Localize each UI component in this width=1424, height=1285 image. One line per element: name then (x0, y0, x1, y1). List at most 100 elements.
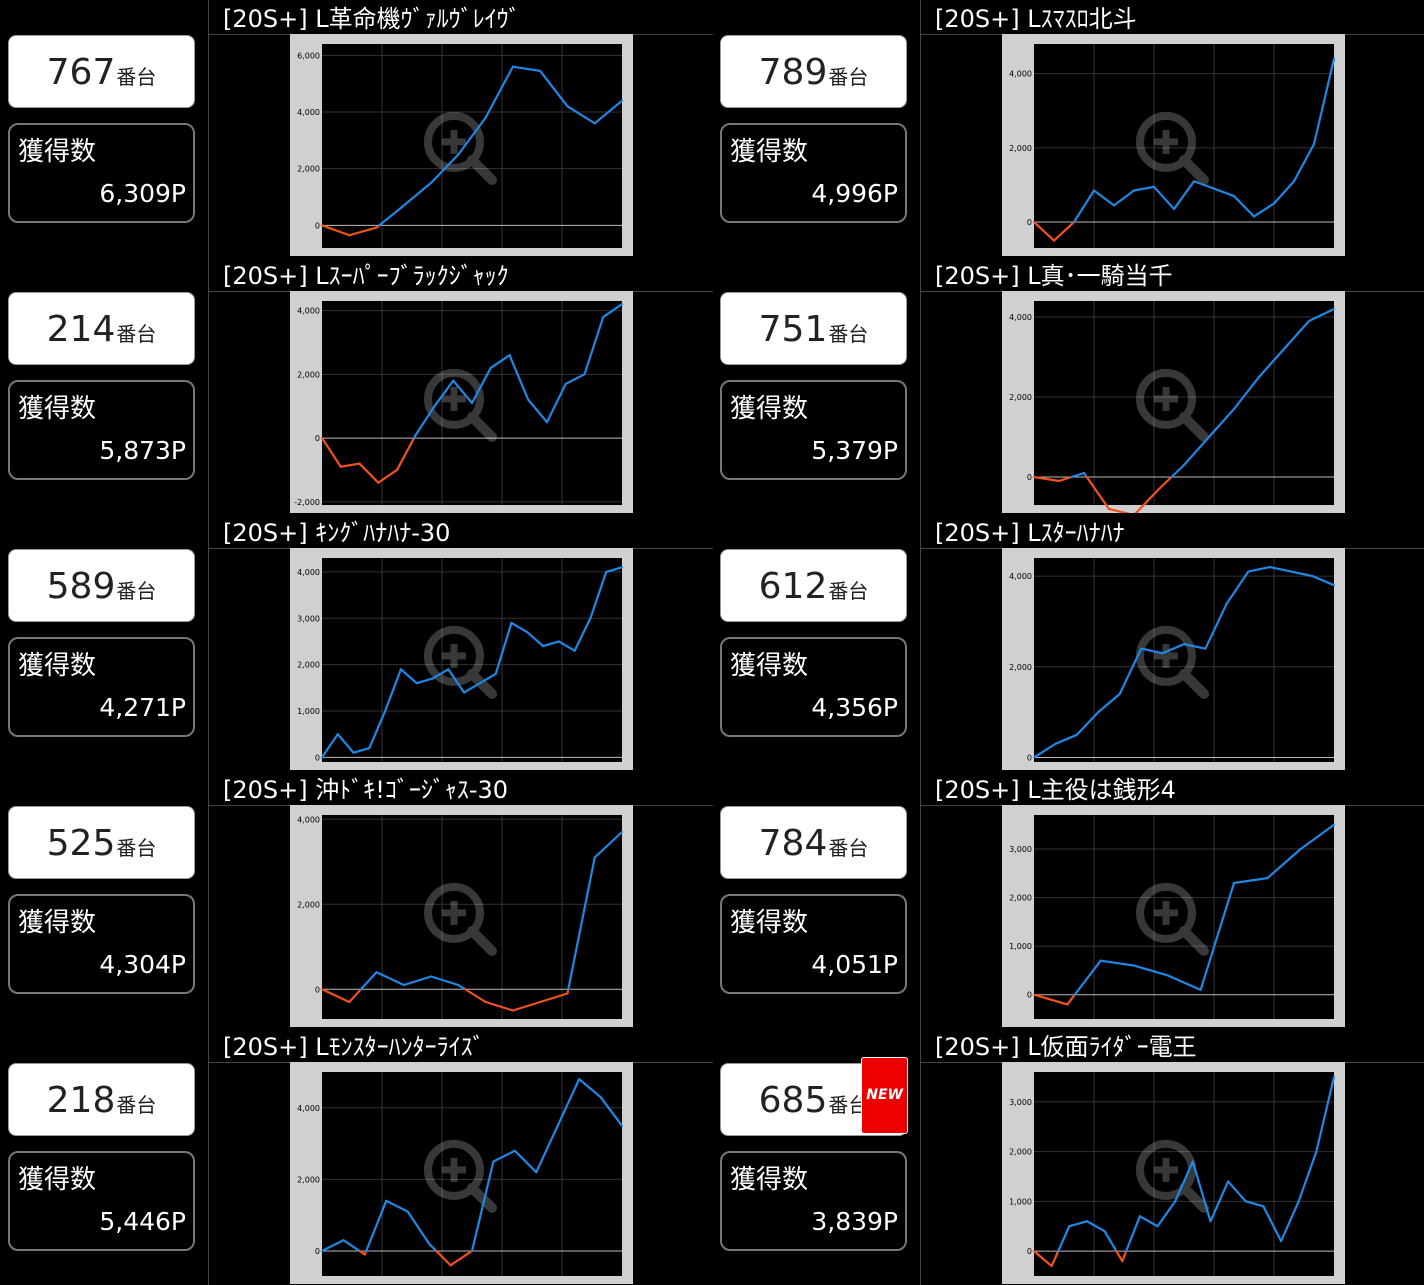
machine-number-button[interactable]: 767番台 (8, 35, 195, 108)
machine-card[interactable]: [20S+] 沖ﾄﾞｷ!ｺﾞｰｼﾞｬｽ-30 525番台 獲得数 4,304P … (0, 771, 713, 1028)
slump-graph[interactable]: 4,000 2,000 0 (1002, 291, 1345, 513)
zoom-icon (424, 111, 497, 185)
series-segment-positive (545, 382, 567, 424)
series-segment-negative (539, 992, 569, 1004)
machine-number-unit: 番台 (828, 579, 869, 603)
divider (920, 548, 921, 771)
divider (920, 1062, 921, 1285)
gain-value: 4,051P (811, 950, 898, 979)
series-segment-positive (1262, 1205, 1283, 1243)
machine-number-button[interactable]: 789番台 (720, 35, 907, 108)
slump-graph[interactable]: 3,000 2,000 1,000 0 (1002, 805, 1345, 1027)
slump-chart: 4,000 2,000 0 (297, 1072, 624, 1276)
machine-title-bar: [20S+] Lｽﾀｰﾊﾅﾊﾅ (920, 514, 1424, 549)
slump-graph[interactable]: 4,000 2,000 0 (1002, 548, 1345, 770)
machine-title: [20S+] Lﾓﾝｽﾀｰﾊﾝﾀｰﾗｲｽﾞ (223, 1033, 485, 1061)
series-segment-positive (470, 366, 492, 405)
series-segment-positive (457, 983, 467, 991)
series-segment-positive (415, 677, 434, 685)
plot-area (322, 1072, 622, 1276)
machine-number: 751 (758, 309, 828, 350)
machine-card[interactable]: [20S+] Lｽﾏｽﾛ北斗 789番台 獲得数 4,996P 4,000 2,0… (712, 0, 1424, 257)
zoom-icon (1136, 111, 1209, 185)
series-segment-negative (449, 1249, 474, 1267)
series-segment-positive (1232, 877, 1269, 885)
gain-label: 獲得数 (18, 651, 97, 681)
machine-number: 214 (46, 309, 116, 350)
series-segment-positive (368, 709, 387, 750)
machine-card[interactable]: [20S+] Lｽﾀｰﾊﾅﾊﾅ 612番台 獲得数 4,356P 4,000 2,… (712, 514, 1424, 771)
series-segment-positive (1292, 143, 1316, 183)
series-segment-negative (1052, 220, 1076, 242)
y-tick-label: 2,000 (297, 661, 320, 670)
y-tick-label: 4,000 (297, 815, 320, 824)
series-segment-positive (1112, 189, 1136, 207)
series-segment-positive (1212, 187, 1236, 198)
machine-number-button[interactable]: 784番台 (720, 806, 907, 879)
series-segment-positive (1290, 570, 1314, 578)
machine-number: 685 (758, 1080, 828, 1121)
machine-number-button[interactable]: 218番台 (8, 1063, 195, 1136)
machine-title: [20S+] L仮面ﾗｲﾀﾞｰ電王 (935, 1033, 1197, 1061)
series-segment-negative (1134, 487, 1161, 513)
slump-chart: 4,000 2,000 0 (297, 815, 624, 1019)
series-segment-negative (1115, 1250, 1124, 1263)
series-segment-positive (1312, 57, 1336, 146)
machine-number-button[interactable]: 751番台 (720, 292, 907, 365)
series-segment-positive (470, 1160, 495, 1253)
slump-graph[interactable]: 4,000 2,000 0 (1002, 34, 1345, 256)
divider (920, 291, 921, 514)
machine-card[interactable]: [20S+] L真･一騎当千 751番台 獲得数 5,379P 4,000 2,0… (712, 257, 1424, 514)
machine-number-unit: 番台 (116, 322, 157, 346)
y-tick-label: -2,000 (294, 498, 320, 507)
slump-graph[interactable]: 4,000 2,000 0 (290, 1062, 633, 1284)
machine-title-bar: [20S+] L仮面ﾗｲﾀﾞｰ電王 (920, 1028, 1424, 1063)
series-segment-positive (1161, 643, 1186, 655)
y-tick-label: 0 (315, 753, 320, 762)
series-segment-positive (578, 1078, 602, 1099)
machine-number: 218 (46, 1080, 116, 1121)
series-segment-positive (1244, 1200, 1265, 1208)
gain-box: 獲得数 5,446P (8, 1151, 195, 1251)
gain-value: 5,873P (99, 436, 186, 465)
machine-card[interactable]: [20S+] L仮面ﾗｲﾀﾞｰ電王 685番台 NEW 獲得数 3,839P 3… (712, 1028, 1424, 1285)
series-segment-positive (1166, 974, 1202, 991)
machine-number-button[interactable]: 214番台 (8, 292, 195, 365)
gain-value: 4,356P (811, 693, 898, 722)
y-tick-label: 2,000 (297, 1175, 320, 1184)
series-segment-negative (1032, 475, 1061, 483)
machine-number-button[interactable]: 612番台 (720, 549, 907, 622)
machine-number-button[interactable]: 685番台 NEW (720, 1057, 908, 1136)
machine-card[interactable]: [20S+] L革命機ｳﾞｧﾙｳﾞﾚｲｳﾞ 767番台 獲得数 6,309P 6… (0, 0, 713, 257)
series-segment-positive (593, 99, 624, 125)
y-tick-label: 0 (1027, 753, 1032, 762)
slump-graph[interactable]: 3,000 2,000 1,000 0 (1002, 1062, 1345, 1284)
slump-graph[interactable]: 4,000 3,000 2,000 1,000 0 (290, 548, 633, 770)
machine-number-button[interactable]: 589番台 (8, 549, 195, 622)
y-tick-label: 3,000 (297, 614, 320, 623)
machine-title: [20S+] ｷﾝｸﾞﾊﾅﾊﾅ-30 (223, 519, 451, 547)
y-tick-label: 1,000 (1009, 1197, 1032, 1206)
series-segment-positive (1191, 1160, 1212, 1223)
machine-card[interactable]: [20S+] L主役は銭形4 784番台 獲得数 4,051P 3,000 2,0… (712, 771, 1424, 1028)
slump-graph[interactable]: 6,000 4,000 2,000 0 (290, 34, 633, 256)
slump-chart: 4,000 2,000 0 (1009, 301, 1336, 513)
slump-chart: 6,000 4,000 2,000 0 (297, 44, 624, 248)
machine-number-button[interactable]: 525番台 (8, 806, 195, 879)
series-segment-positive (1299, 823, 1336, 851)
series-segment-positive (428, 1242, 438, 1253)
series-segment-negative (348, 226, 378, 237)
machine-title: [20S+] L革命機ｳﾞｧﾙｳﾞﾚｲｳﾞ (223, 5, 521, 33)
plot-area (322, 44, 622, 248)
series-segment-positive (1279, 1200, 1300, 1243)
machine-card[interactable]: [20S+] Lｽｰﾊﾟｰﾌﾞﾗｯｸｼﾞｬｯｸ 214番台 獲得数 5,873P… (0, 257, 713, 514)
gain-label: 獲得数 (18, 1165, 97, 1195)
slump-graph[interactable]: 4,000 2,000 0 (290, 805, 633, 1027)
machine-card[interactable]: [20S+] ｷﾝｸﾞﾊﾅﾊﾅ-30 589番台 獲得数 4,271P 4,00… (0, 514, 713, 771)
series-segment-positive (511, 65, 542, 73)
series-segment-positive (513, 1149, 538, 1174)
slump-graph[interactable]: 4,000 2,000 0 -2,000 (290, 291, 633, 513)
plot-area (1034, 44, 1334, 248)
machine-card[interactable]: [20S+] Lﾓﾝｽﾀｰﾊﾝﾀｰﾗｲｽﾞ 218番台 獲得数 5,446P 4… (0, 1028, 713, 1285)
series-segment-positive (1057, 1225, 1071, 1253)
